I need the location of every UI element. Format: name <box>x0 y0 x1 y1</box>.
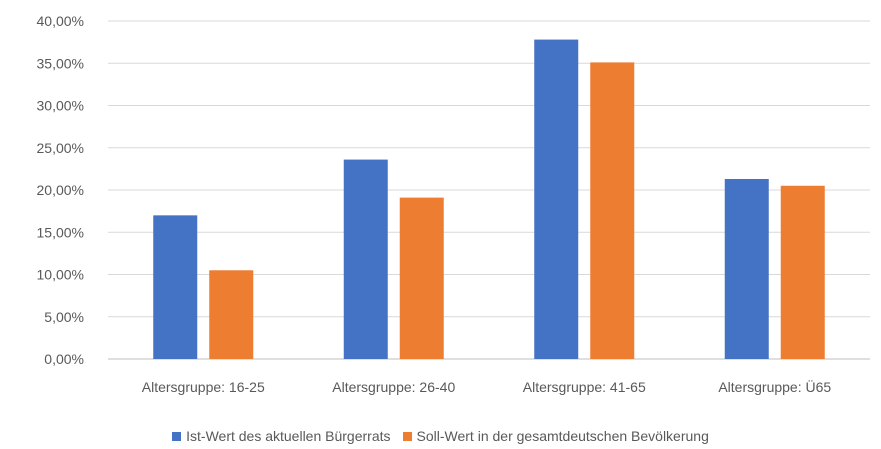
legend-swatch-soll <box>402 431 412 441</box>
y-tick-label: 30,00% <box>37 98 84 114</box>
bar-ist <box>343 159 388 359</box>
bar-soll <box>780 185 825 359</box>
x-tick-label: Altersgruppe: 16-25 <box>142 379 265 395</box>
bar-ist <box>724 179 769 359</box>
legend-swatch-ist <box>172 431 182 441</box>
bar-ist <box>153 215 198 359</box>
bar-ist <box>534 39 579 360</box>
x-tick-label: Altersgruppe: 26-40 <box>332 379 455 395</box>
bar-chart: 0,00% 5,00% 10,00% 15,00% 20,00% 25,00% 30,00%… <box>37 13 870 395</box>
y-tick-label: 15,00% <box>37 224 84 240</box>
bar-soll <box>399 197 444 359</box>
y-tick-label: 35,00% <box>37 55 84 71</box>
legend-label-ist: Ist-Wert des aktuellen Bürgerrats <box>186 428 391 444</box>
y-tick-label: 40,00% <box>37 13 84 29</box>
x-tick-label: Altersgruppe: 41-65 <box>523 379 646 395</box>
bar-soll <box>209 270 254 359</box>
legend: Ist-Wert des aktuellen Bürgerrats Soll-W… <box>0 426 881 446</box>
y-axis-tick-labels: 0,00% 5,00% 10,00% 15,00% 20,00% 25,00% 30,00%… <box>37 13 84 367</box>
x-tick-label: Altersgruppe: Ü65 <box>718 378 831 395</box>
legend-item-ist: Ist-Wert des aktuellen Bürgerrats <box>172 428 391 444</box>
y-tick-label: 20,00% <box>37 182 84 198</box>
y-tick-label: 10,00% <box>37 267 84 283</box>
legend-item-soll: Soll-Wert in der gesamtdeutschen Bevölke… <box>402 428 709 444</box>
y-tick-label: 5,00% <box>44 309 84 325</box>
bar-soll <box>590 62 635 359</box>
legend-label-soll: Soll-Wert in der gesamtdeutschen Bevölke… <box>416 428 709 444</box>
y-tick-label: 0,00% <box>44 351 84 367</box>
y-tick-label: 25,00% <box>37 140 84 156</box>
bars <box>153 39 825 360</box>
x-axis-tick-labels: Altersgruppe: 16-25 Altersgruppe: 26-40 Al… <box>142 378 832 395</box>
